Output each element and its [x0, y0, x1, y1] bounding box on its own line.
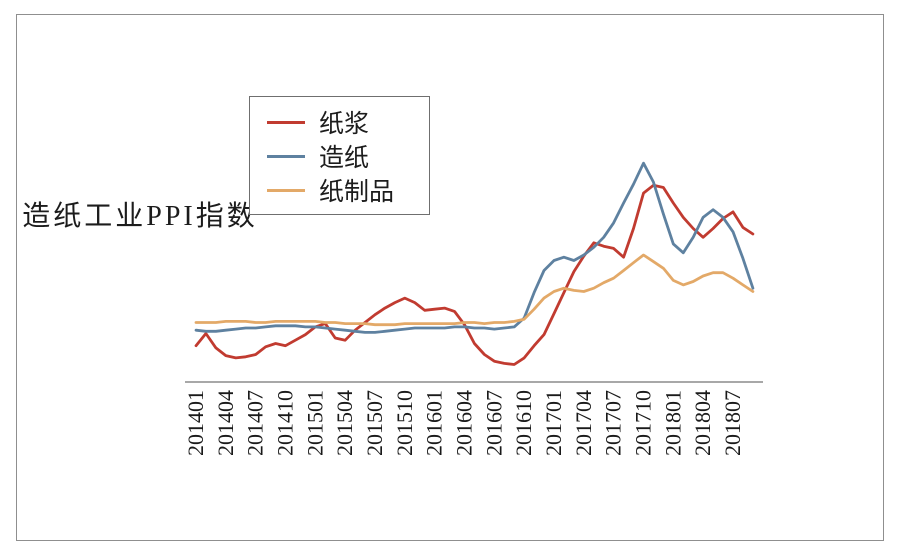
x-tick-label: 201707	[601, 390, 626, 456]
x-tick-label: 201510	[392, 390, 417, 456]
legend-item-papermaking: 造纸	[267, 139, 429, 173]
x-tick-label: 201401	[183, 390, 208, 456]
x-tick-label: 201507	[362, 390, 387, 456]
legend-item-paper-products: 纸制品	[267, 173, 429, 207]
x-tick-label: 201601	[422, 390, 447, 456]
x-tick-label: 201807	[720, 390, 745, 456]
legend-label-papermaking: 造纸	[319, 145, 370, 172]
legend-swatch-paper-products	[267, 188, 305, 192]
legend-swatch-pulp	[267, 120, 305, 124]
legend-label-paper-products: 纸制品	[319, 179, 395, 206]
legend-swatch-papermaking	[267, 154, 305, 158]
x-tick-label: 201404	[213, 390, 238, 456]
series-line-papermaking	[194, 161, 755, 334]
x-tick-label: 201501	[302, 390, 327, 456]
x-tick-label: 201410	[272, 390, 297, 456]
legend-label-pulp: 纸浆	[319, 111, 370, 138]
x-tick-label: 201701	[541, 390, 566, 456]
x-tick-label: 201801	[660, 390, 685, 456]
series-line-paper-products	[194, 253, 755, 327]
series-line-pulp	[194, 183, 755, 366]
x-tick-label: 201607	[481, 390, 506, 456]
y-axis-label-wrap: 造纸工业PPI指数	[5, 197, 275, 237]
legend: 纸浆 造纸 纸制品	[249, 96, 430, 215]
x-tick-label: 201610	[511, 390, 536, 456]
x-tick-label: 201604	[451, 390, 476, 456]
x-tick-label: 201710	[630, 390, 655, 456]
x-tick-label: 201504	[332, 390, 357, 456]
x-tick-label: 201407	[243, 390, 268, 456]
legend-item-pulp: 纸浆	[267, 105, 429, 139]
y-axis-label: 造纸工业PPI指数	[22, 201, 258, 232]
x-tick-label: 201804	[690, 390, 715, 456]
x-tick-label: 201704	[571, 390, 596, 456]
page-frame	[16, 14, 884, 541]
